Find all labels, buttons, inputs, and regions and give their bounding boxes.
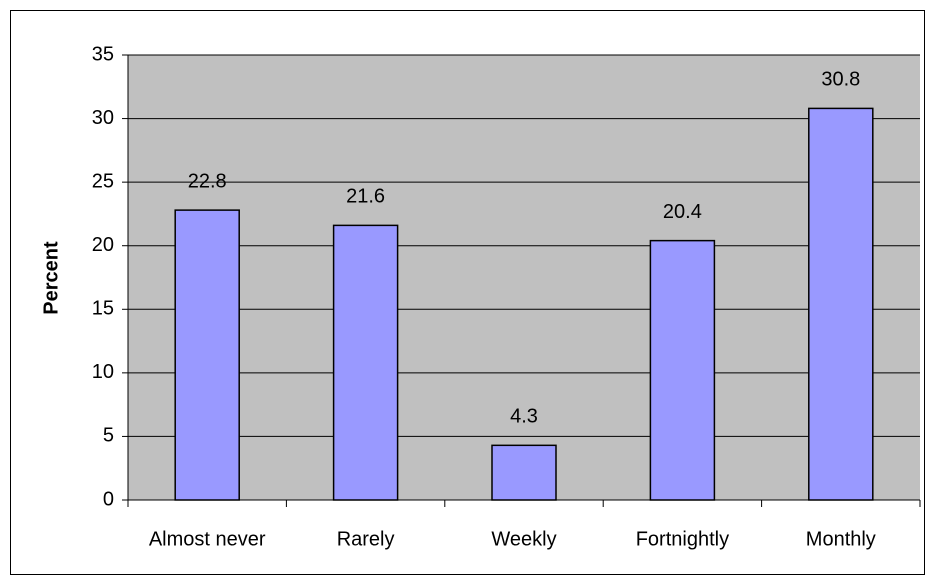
y-tick-label: 35 [92,43,114,65]
x-tick-label: Fortnightly [636,528,729,550]
data-label: 21.6 [346,186,385,208]
x-tick-label: Rarely [337,528,395,550]
data-label: 4.3 [510,406,538,428]
data-label: 30.8 [821,69,860,91]
x-tick-label: Almost never [149,528,266,550]
bar [174,209,240,501]
y-axis-label: Percent [40,241,62,315]
x-tick-label: Monthly [806,528,876,550]
y-tick-label: 5 [103,425,114,447]
plot-area [128,55,920,500]
y-tick-label: 10 [92,361,114,383]
bar [332,224,399,501]
data-label: 20.4 [663,201,702,223]
bar [491,444,557,501]
y-tick-label: 0 [103,488,114,510]
y-tick-label: 20 [92,234,114,256]
y-tick-label: 15 [92,298,114,320]
y-tick-label: 25 [92,170,114,192]
x-tick-label: Weekly [491,528,556,550]
bar [649,239,716,501]
y-tick-label: 30 [92,107,114,129]
data-label: 22.8 [188,170,227,192]
bar [808,107,874,501]
